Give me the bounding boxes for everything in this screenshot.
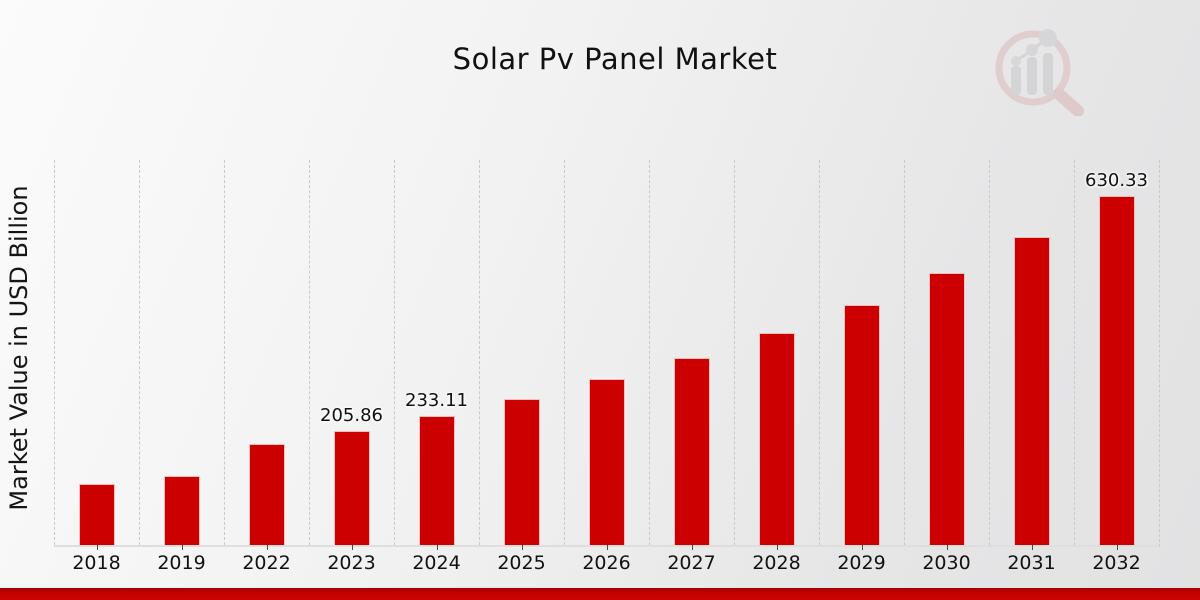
gridline-column (649, 160, 735, 545)
bar-value-label-2032: 630.33 (1085, 169, 1148, 191)
bar-2029 (843, 304, 880, 545)
x-tick-label-2018: 2018 (72, 552, 121, 574)
x-axis-tick (436, 545, 438, 550)
x-axis-tick (946, 545, 948, 550)
x-tick-label-2024: 2024 (412, 552, 461, 574)
bar-2019 (163, 475, 200, 545)
gridline-column (904, 160, 990, 545)
x-axis-tick (861, 545, 863, 550)
gridline-column (139, 160, 225, 545)
x-tick-label-2025: 2025 (497, 552, 546, 574)
bar-2025 (503, 398, 540, 545)
gridline-column (819, 160, 905, 545)
chart-title: Solar Pv Panel Market (452, 42, 778, 76)
bar-2031 (1013, 236, 1050, 545)
x-tick-label-2022: 2022 (242, 552, 291, 574)
bar-2018 (78, 483, 115, 545)
x-tick-label-2023: 2023 (327, 552, 376, 574)
bar-2023 (333, 431, 370, 545)
x-tick-label-2032: 2032 (1092, 552, 1141, 574)
bar-2024 (418, 415, 455, 545)
plot-area: 205.86 233.11 630.33 (54, 160, 1160, 550)
x-axis-tick (1116, 545, 1118, 550)
x-axis-labels: 2018 2019 2022 2023 2024 2025 2026 2027 2028 2029… (54, 552, 1159, 578)
x-tick-label-2030: 2030 (922, 552, 971, 574)
bar-value-label-2024: 233.11 (405, 389, 468, 411)
gridline-column (989, 160, 1075, 545)
x-axis-tick (266, 545, 268, 550)
x-tick-label-2028: 2028 (752, 552, 801, 574)
x-axis-tick (776, 545, 778, 550)
gridline-column (309, 160, 395, 545)
x-axis-tick (351, 545, 353, 550)
gridline-column (394, 160, 480, 545)
bar-2028 (758, 332, 795, 545)
gridline-column (1074, 160, 1160, 545)
bar-2032 (1098, 195, 1135, 545)
gridline-column (224, 160, 310, 545)
x-tick-label-2029: 2029 (837, 552, 886, 574)
gridline-column (564, 160, 650, 545)
gridline-column (54, 160, 140, 545)
x-tick-label-2031: 2031 (1007, 552, 1056, 574)
x-axis-tick (1031, 545, 1033, 550)
bar-2026 (588, 379, 625, 545)
gridline-column (734, 160, 820, 545)
x-axis-tick (181, 545, 183, 550)
magnifier-growth-chart-logo-icon (985, 24, 1095, 120)
x-axis-tick (691, 545, 693, 550)
footer-accent-band (0, 588, 1200, 600)
x-axis-tick (96, 545, 98, 550)
x-tick-label-2027: 2027 (667, 552, 716, 574)
bar-2030 (928, 272, 965, 545)
x-tick-label-2019: 2019 (157, 552, 206, 574)
bar-2022 (248, 444, 285, 545)
gridline-column (479, 160, 565, 545)
x-axis-tick (521, 545, 523, 550)
y-axis-label: Market Value in USD Billion (5, 185, 33, 511)
x-tick-label-2026: 2026 (582, 552, 631, 574)
bar-2027 (673, 357, 710, 545)
x-axis-tick (606, 545, 608, 550)
bar-value-label-2023: 205.86 (320, 404, 383, 426)
